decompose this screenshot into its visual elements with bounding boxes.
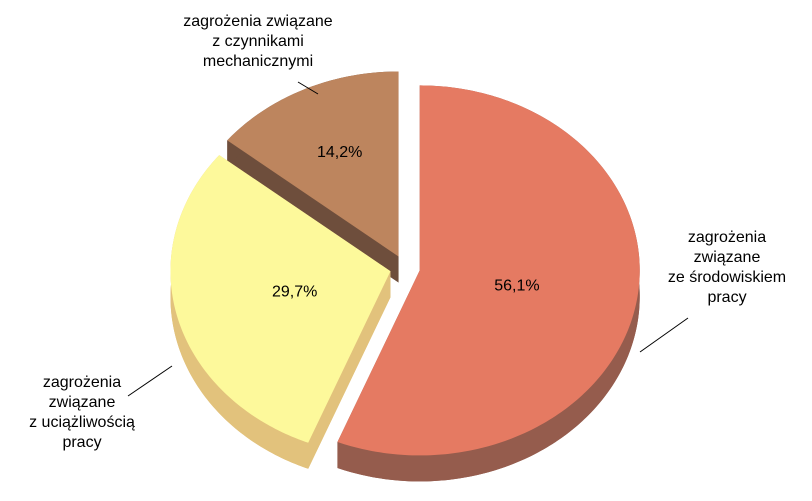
slice-side	[227, 140, 399, 283]
category-label: mechanicznymi	[203, 53, 313, 70]
value-label: 56,1%	[494, 278, 539, 295]
value-label: 29,7%	[272, 283, 317, 300]
category-label: pracy	[62, 434, 101, 451]
slice-group	[337, 85, 640, 482]
slice-side	[170, 155, 309, 469]
category-label: z uciążliwością	[29, 414, 135, 431]
category-label: związane	[694, 249, 761, 266]
slice	[227, 71, 399, 257]
slice-group	[170, 155, 391, 469]
slice-side	[308, 271, 391, 469]
slice	[170, 155, 391, 443]
value-label: 14,2%	[317, 144, 362, 161]
category-label: z czynnikami	[212, 33, 304, 50]
category-label: ze środowiskiem	[668, 269, 786, 286]
leader-line	[127, 365, 173, 397]
slice	[337, 85, 640, 456]
category-label: pracy	[707, 289, 746, 306]
leader-line	[297, 81, 319, 95]
category-label: zagrożenia	[43, 374, 121, 391]
category-label: zagrożenia związane	[183, 13, 333, 30]
category-label: związane	[49, 394, 116, 411]
category-label: zagrożenia	[688, 229, 766, 246]
slice-group	[227, 71, 399, 283]
leader-line	[639, 317, 689, 353]
